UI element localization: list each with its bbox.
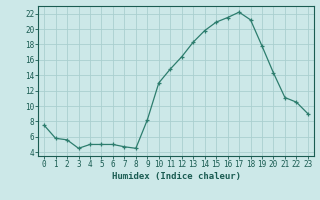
X-axis label: Humidex (Indice chaleur): Humidex (Indice chaleur) <box>111 172 241 181</box>
